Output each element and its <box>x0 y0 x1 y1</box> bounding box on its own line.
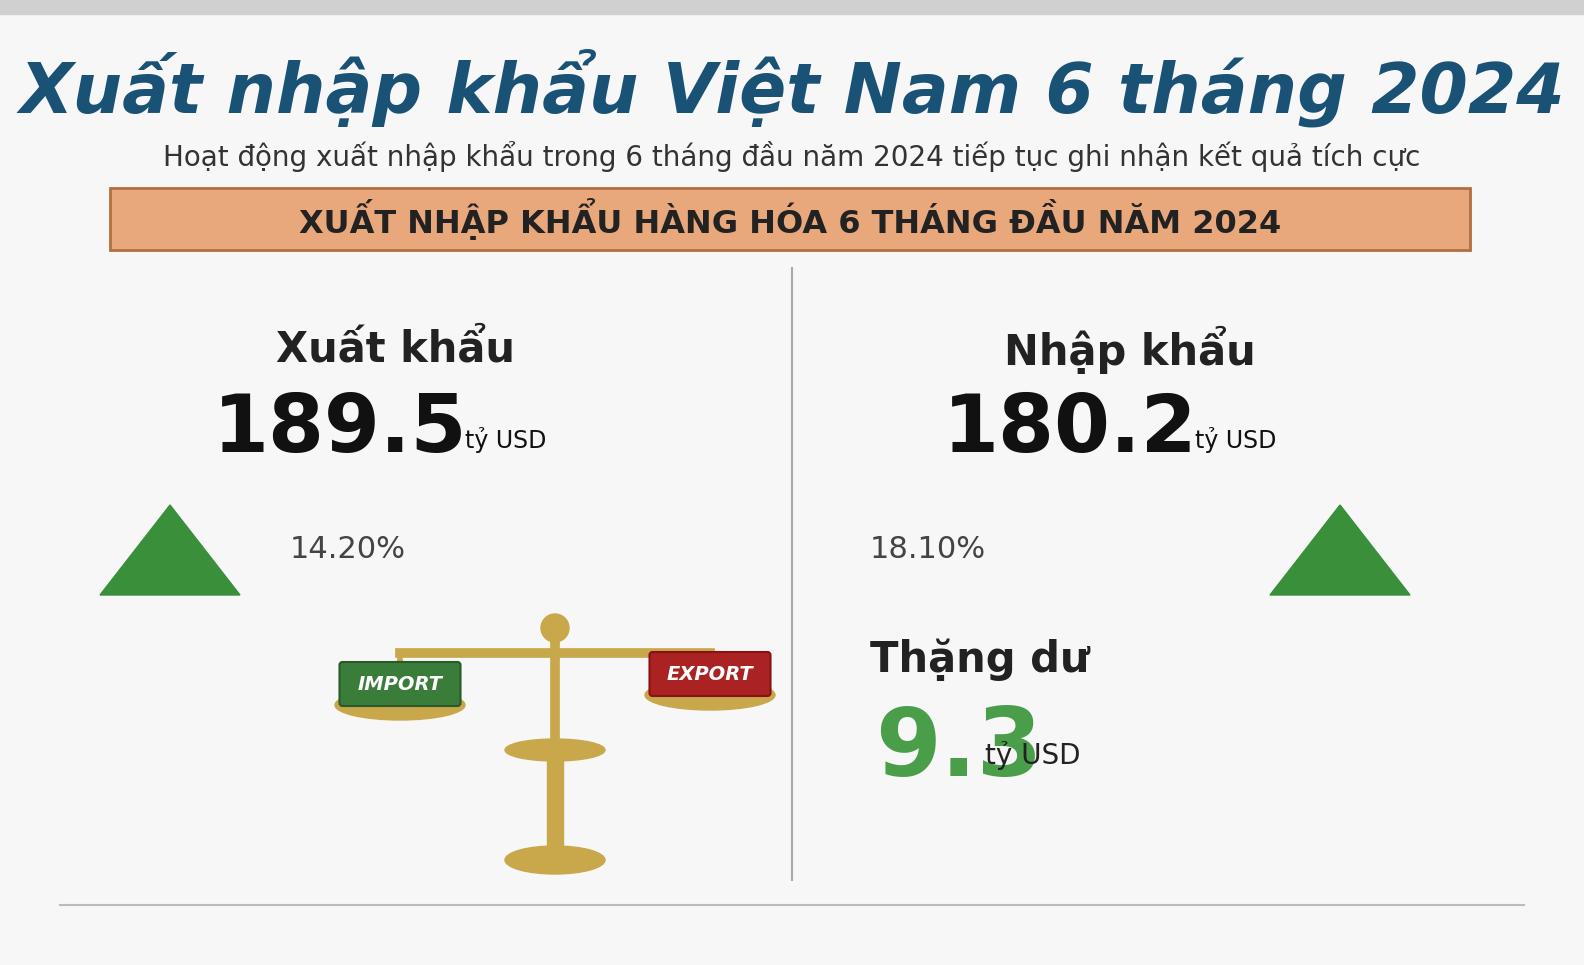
Text: Xuất nhập khẩu Việt Nam 6 tháng 2024: Xuất nhập khẩu Việt Nam 6 tháng 2024 <box>19 49 1565 127</box>
Circle shape <box>542 614 569 642</box>
Text: Xuất khẩu: Xuất khẩu <box>276 329 515 371</box>
FancyBboxPatch shape <box>649 652 770 696</box>
Ellipse shape <box>334 690 466 720</box>
Polygon shape <box>1270 505 1410 595</box>
FancyBboxPatch shape <box>339 662 461 706</box>
Text: Hoạt động xuất nhập khẩu trong 6 tháng đầu năm 2024 tiếp tục ghi nhận kết quả tí: Hoạt động xuất nhập khẩu trong 6 tháng đ… <box>163 142 1421 173</box>
Text: tỷ USD: tỷ USD <box>985 740 1080 769</box>
Text: tỷ USD: tỷ USD <box>466 427 546 453</box>
Bar <box>0 0 1584 14</box>
Text: tỷ USD: tỷ USD <box>1194 427 1277 453</box>
Polygon shape <box>100 505 241 595</box>
Text: 189.5: 189.5 <box>212 391 467 469</box>
Text: IMPORT: IMPORT <box>358 675 442 694</box>
Text: Thặng dư: Thặng dư <box>870 639 1090 681</box>
Text: EXPORT: EXPORT <box>667 665 754 683</box>
Ellipse shape <box>645 680 775 710</box>
Text: 18.10%: 18.10% <box>870 536 987 565</box>
Bar <box>546 750 562 860</box>
Text: 180.2: 180.2 <box>942 391 1198 469</box>
Text: 14.20%: 14.20% <box>290 536 406 565</box>
Ellipse shape <box>505 846 605 874</box>
Text: XUẤT NHẬP KHẨU HÀNG HÓA 6 THÁNG ĐẦU NĂM 2024: XUẤT NHẬP KHẨU HÀNG HÓA 6 THÁNG ĐẦU NĂM … <box>299 198 1281 240</box>
Text: Nhập khẩu: Nhập khẩu <box>1004 326 1256 374</box>
Text: 9.3: 9.3 <box>874 704 1042 796</box>
Ellipse shape <box>505 739 605 761</box>
FancyBboxPatch shape <box>109 188 1470 250</box>
